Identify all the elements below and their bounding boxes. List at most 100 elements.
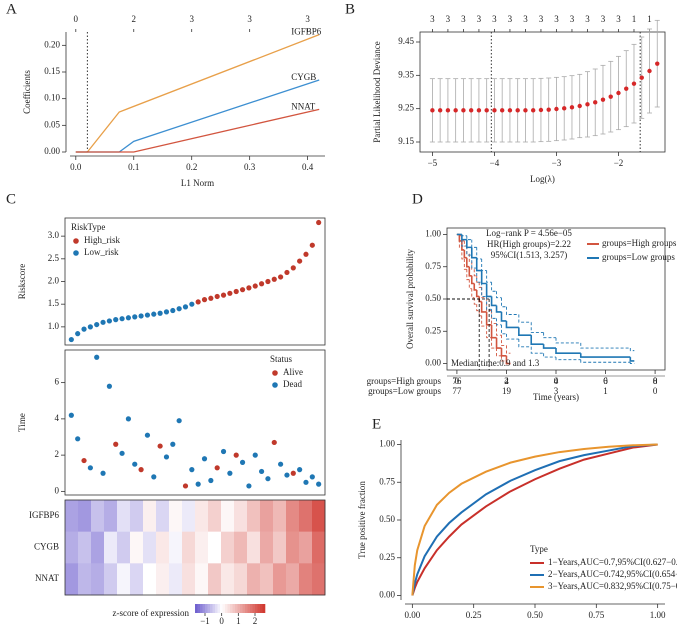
top-tick-label: 3	[492, 14, 497, 24]
point	[271, 439, 277, 446]
row-label: CYGB	[34, 542, 59, 552]
heat-cell	[221, 563, 235, 596]
survival-step	[505, 320, 519, 329]
heatmap-frame	[64, 499, 326, 596]
point	[220, 448, 227, 455]
colorbar-cell	[250, 604, 253, 613]
series-label: CYGB	[291, 72, 316, 82]
survival-step	[579, 353, 631, 358]
point	[499, 108, 505, 113]
colorbar-cell	[227, 604, 231, 613]
survival-step	[518, 327, 532, 336]
point	[655, 61, 660, 66]
risk-count: 19	[502, 386, 512, 396]
point	[119, 450, 125, 456]
ci-step	[555, 337, 581, 344]
legend-label: 2−Years,AUC=0.742,95%CI(0.654−0.83)	[548, 569, 677, 579]
heat-cell	[286, 531, 300, 564]
ci-step	[580, 342, 631, 349]
colorbar-cell	[242, 604, 246, 613]
risk-count: 0	[554, 376, 559, 386]
point	[562, 106, 567, 111]
top-tick-label: 3	[305, 14, 310, 24]
y-tick-label: 9.25	[398, 103, 414, 113]
colorbar-tick-label: −1	[200, 616, 210, 626]
ci-step	[555, 357, 581, 361]
survival-step	[542, 344, 556, 349]
point	[297, 467, 303, 473]
y-tick-label: 2.5	[48, 253, 60, 263]
ci-step	[496, 291, 502, 299]
top-tick-label: 0	[74, 14, 79, 24]
ci-step	[491, 337, 497, 349]
point	[195, 299, 201, 305]
line-series	[411, 443, 658, 596]
survival-step	[490, 324, 497, 339]
point	[284, 269, 290, 276]
y-axis-title: True positive fraction	[357, 481, 367, 559]
legend-label: High_risk	[84, 235, 121, 245]
heat-cell	[143, 563, 157, 596]
point	[214, 293, 220, 300]
heat-cell	[247, 563, 261, 596]
point	[87, 465, 93, 471]
x-tick-label: 0.25	[466, 610, 482, 620]
colorbar-cell	[195, 604, 198, 613]
x-tick-label: 8	[653, 376, 658, 386]
colorbar-cell	[205, 604, 208, 613]
y-axis-title: Partial Likelihood Deviance	[372, 41, 382, 142]
legend-swatch	[73, 250, 79, 256]
plot-frame	[419, 31, 666, 153]
point	[278, 274, 284, 280]
point	[290, 470, 296, 476]
x-tick-label: 0.2	[186, 162, 197, 172]
ci-step	[461, 247, 465, 260]
colorbar-cell	[252, 604, 256, 613]
top-tick-label: 3	[601, 14, 606, 24]
point	[157, 310, 163, 316]
ci-step	[530, 322, 544, 334]
legend-swatch	[73, 238, 79, 244]
ci-step	[486, 270, 492, 283]
ci-step	[580, 359, 631, 363]
heat-cell	[117, 500, 131, 532]
heat-cell	[273, 563, 287, 596]
point	[233, 288, 239, 295]
point	[437, 108, 443, 113]
legend-swatch	[272, 382, 278, 388]
point	[624, 86, 629, 91]
heat-cell	[312, 500, 326, 532]
point	[81, 457, 87, 464]
heat-cell	[208, 500, 222, 532]
survival-step	[495, 305, 502, 313]
risk-count: 76	[452, 376, 462, 386]
heat-cell	[143, 531, 157, 564]
y-tick-label: 1.0	[48, 321, 60, 331]
y-tick-label: 9.15	[398, 136, 414, 146]
ci-step	[471, 239, 477, 248]
ci-step	[466, 269, 470, 281]
panel-label: D	[412, 191, 423, 207]
point	[227, 470, 233, 476]
heat-cell	[312, 531, 326, 564]
x-axis-title: L1 Norm	[181, 178, 214, 188]
point	[227, 290, 233, 296]
x-tick-label: 0.3	[244, 162, 256, 172]
y-tick-label: 0.50	[379, 514, 395, 524]
x-axis-title: Time (years)	[533, 392, 579, 402]
heat-cell	[104, 563, 118, 596]
heat-cell	[91, 531, 105, 564]
row-label: IGFBP6	[29, 510, 60, 520]
point	[132, 314, 138, 320]
x-tick-label: 0	[455, 376, 460, 386]
point	[151, 474, 157, 480]
heat-cell	[91, 500, 105, 532]
risk-count: 0	[603, 376, 608, 386]
point	[195, 481, 201, 487]
heat-cell	[299, 531, 313, 564]
heat-cell	[208, 563, 222, 596]
point	[132, 461, 138, 467]
top-tick-label: 3	[616, 14, 621, 24]
heat-cell	[169, 563, 183, 596]
ci-step	[471, 261, 475, 270]
